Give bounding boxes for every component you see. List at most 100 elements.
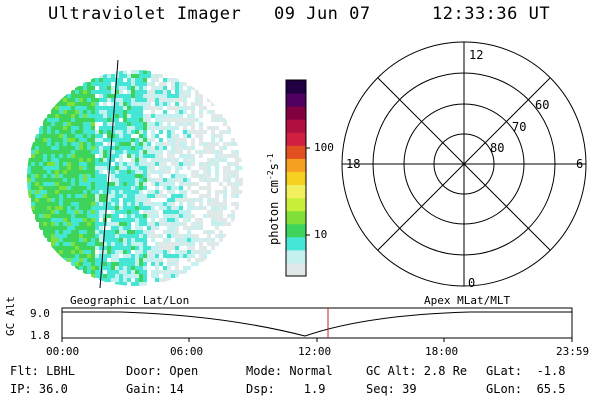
uv-pixel <box>115 170 119 174</box>
uv-pixel <box>95 134 99 138</box>
uv-pixel <box>127 214 131 218</box>
uv-pixel <box>163 206 167 210</box>
instrument-title: Ultraviolet Imager <box>48 4 242 24</box>
uv-pixel <box>63 258 67 262</box>
uv-pixel <box>55 182 59 186</box>
uv-pixel <box>147 174 151 178</box>
uv-pixel <box>99 134 103 138</box>
uv-pixel <box>155 114 159 118</box>
uv-pixel <box>167 118 171 122</box>
uv-pixel <box>63 170 67 174</box>
uv-pixel <box>79 218 83 222</box>
uv-pixel <box>191 222 195 226</box>
uv-pixel <box>111 110 115 114</box>
uv-pixel <box>155 74 159 78</box>
uv-pixel <box>147 274 151 278</box>
uv-pixel <box>111 78 115 82</box>
uv-pixel <box>155 226 159 230</box>
uv-pixel <box>95 130 99 134</box>
uv-pixel <box>43 178 47 182</box>
uv-pixel <box>47 198 51 202</box>
uv-pixel <box>195 250 199 254</box>
uv-pixel <box>131 278 135 282</box>
uv-pixel <box>203 102 207 106</box>
uv-pixel <box>115 266 119 270</box>
uv-pixel <box>171 262 175 266</box>
uv-pixel <box>139 166 143 170</box>
uv-pixel <box>127 206 131 210</box>
uv-pixel <box>95 106 99 110</box>
uv-pixel <box>155 86 159 90</box>
uv-pixel <box>79 146 83 150</box>
uv-pixel <box>163 86 167 90</box>
uv-pixel <box>191 90 195 94</box>
uv-pixel <box>135 234 139 238</box>
uv-pixel <box>215 234 219 238</box>
uv-pixel <box>31 142 35 146</box>
uv-pixel <box>103 138 107 142</box>
uv-pixel <box>83 210 87 214</box>
polar-diagonal-2 <box>377 77 551 251</box>
uv-pixel <box>139 130 143 134</box>
uv-pixel <box>91 82 95 86</box>
uv-pixel <box>131 174 135 178</box>
uv-pixel <box>103 278 107 282</box>
uv-pixel <box>107 190 111 194</box>
uv-pixel <box>223 234 227 238</box>
uv-pixel <box>219 226 223 230</box>
uv-pixel <box>83 110 87 114</box>
uv-pixel <box>167 258 171 262</box>
uv-pixel <box>239 186 243 190</box>
uv-pixel <box>179 106 183 110</box>
uv-pixel <box>191 190 195 194</box>
uv-pixel <box>71 182 75 186</box>
uv-pixel <box>223 118 227 122</box>
uv-pixel <box>175 266 179 270</box>
uv-pixel <box>111 182 115 186</box>
uv-pixel <box>195 174 199 178</box>
uv-pixel <box>95 162 99 166</box>
uv-pixel <box>123 282 127 286</box>
uv-pixel <box>183 218 187 222</box>
uv-pixel <box>127 234 131 238</box>
uv-pixel <box>163 134 167 138</box>
uv-pixel <box>215 198 219 202</box>
uv-pixel <box>51 190 55 194</box>
uv-pixel <box>71 198 75 202</box>
uv-pixel <box>59 138 63 142</box>
uv-pixel <box>131 134 135 138</box>
uv-pixel <box>51 130 55 134</box>
uv-pixel <box>159 130 163 134</box>
uv-pixel <box>31 154 35 158</box>
uv-pixel <box>51 206 55 210</box>
uv-pixel <box>63 242 67 246</box>
uv-pixel <box>171 242 175 246</box>
uv-pixel <box>163 94 167 98</box>
uv-pixel <box>115 258 119 262</box>
uv-pixel <box>211 122 215 126</box>
uv-pixel <box>179 214 183 218</box>
uv-pixel <box>167 218 171 222</box>
uv-pixel <box>115 262 119 266</box>
uv-pixel <box>51 158 55 162</box>
uv-pixel <box>71 242 75 246</box>
uv-pixel <box>227 190 231 194</box>
uv-pixel <box>195 210 199 214</box>
colorbar-frame <box>285 79 307 277</box>
uv-pixel <box>171 102 175 106</box>
uv-pixel <box>47 226 51 230</box>
uv-pixel <box>111 150 115 154</box>
uv-pixel <box>183 82 187 86</box>
uv-pixel <box>223 142 227 146</box>
uv-pixel <box>183 162 187 166</box>
uv-pixel <box>99 118 103 122</box>
uv-pixel <box>199 126 203 130</box>
uv-pixel <box>187 98 191 102</box>
uv-pixel <box>227 206 231 210</box>
uv-pixel <box>119 126 123 130</box>
uv-pixel <box>199 258 203 262</box>
uv-pixel <box>223 182 227 186</box>
uv-pixel <box>83 174 87 178</box>
uv-pixel <box>127 126 131 130</box>
uv-pixel <box>167 182 171 186</box>
